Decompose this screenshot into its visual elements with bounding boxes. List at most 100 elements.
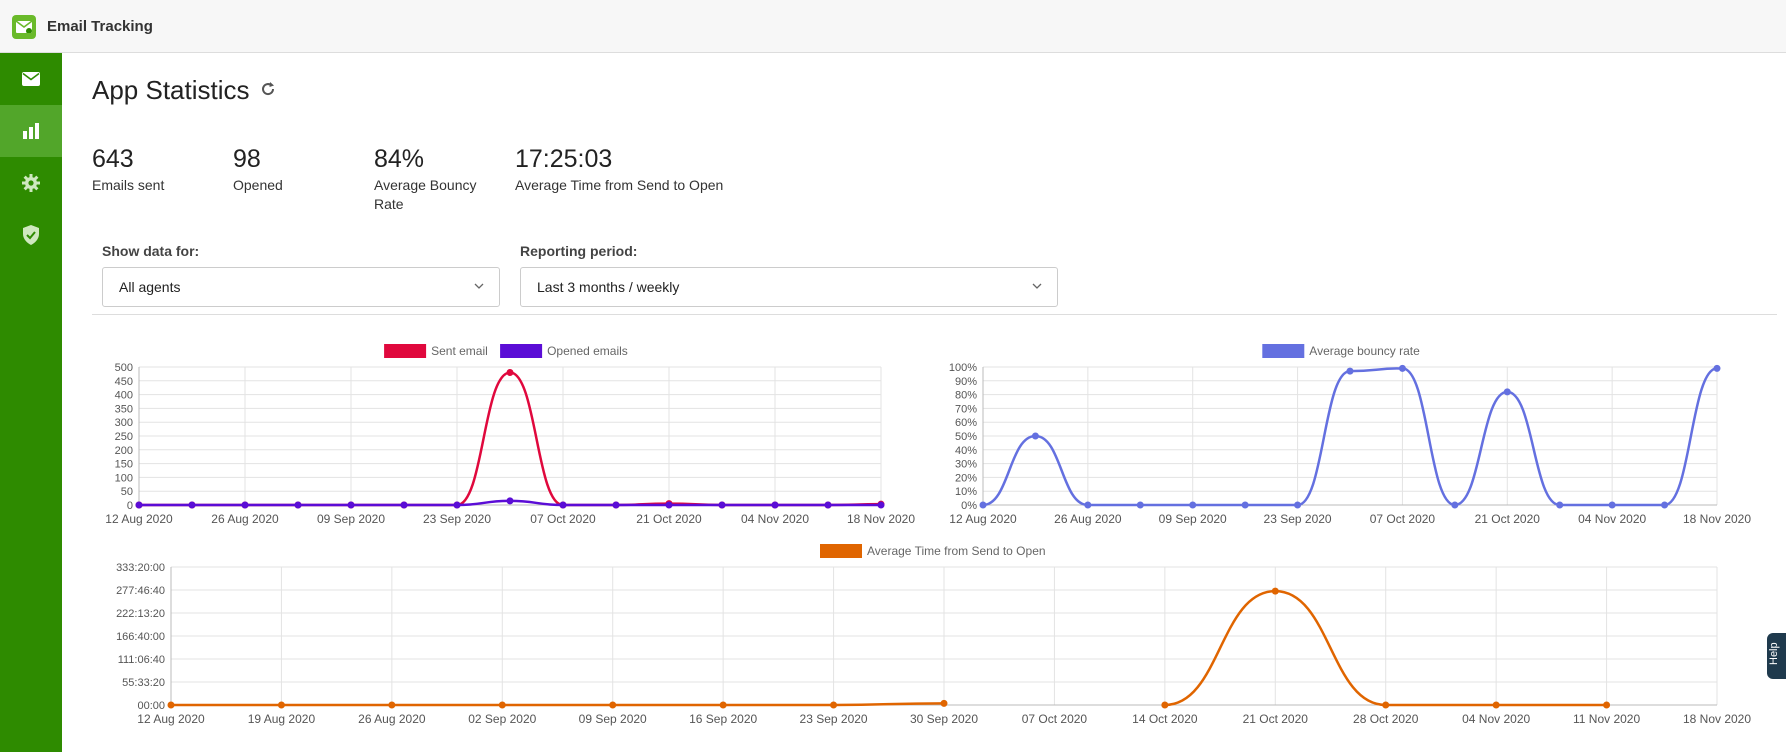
refresh-icon[interactable] — [260, 81, 276, 102]
sidebar-item-security[interactable] — [0, 209, 62, 261]
y-tick-label: 55:33:20 — [122, 677, 165, 689]
data-point — [1503, 388, 1511, 396]
x-tick-label: 30 Sep 2020 — [910, 712, 978, 726]
series-line — [171, 589, 1607, 707]
data-point — [1136, 501, 1144, 509]
help-label: Help — [1768, 642, 1780, 665]
sidebar — [0, 53, 62, 752]
x-tick-label: 18 Nov 2020 — [1683, 512, 1751, 526]
data-point — [1346, 367, 1354, 375]
period-select-value: Last 3 months / weekly — [537, 279, 680, 295]
series-line — [139, 371, 882, 507]
data-point — [1492, 701, 1500, 709]
y-tick-label: 100% — [949, 362, 977, 374]
data-point — [1189, 501, 1197, 509]
sidebar-item-statistics[interactable] — [0, 105, 62, 157]
y-tick-label: 222:13:20 — [116, 608, 165, 620]
data-point — [877, 501, 885, 509]
data-point — [1271, 587, 1279, 595]
y-tick-label: 150 — [115, 459, 133, 471]
y-tick-label: 400 — [115, 390, 133, 402]
data-point — [1661, 501, 1669, 509]
x-tick-label: 21 Oct 2020 — [1243, 712, 1309, 726]
data-point — [294, 501, 302, 509]
period-select[interactable]: Last 3 months / weekly — [520, 267, 1058, 307]
chevron-down-icon — [474, 283, 484, 289]
x-tick-label: 21 Oct 2020 — [636, 512, 702, 526]
sidebar-item-emails[interactable] — [0, 53, 62, 105]
y-tick-label: 0% — [961, 500, 977, 512]
avg-time-chart: 00:00 55:33:20 111:06:40 166:40:00 222:13:20… — [116, 544, 1751, 726]
data-point — [609, 701, 617, 709]
agent-select-value: All agents — [119, 279, 181, 295]
x-tick-label: 16 Sep 2020 — [689, 712, 757, 726]
x-tick-label: 11 Nov 2020 — [1573, 712, 1640, 726]
data-point — [1603, 701, 1611, 709]
chevron-down-icon — [1032, 283, 1042, 289]
y-tick-label: 277:46:40 — [116, 585, 165, 597]
x-tick-label: 12 Aug 2020 — [949, 512, 1017, 526]
stat-opened: 98 Opened — [233, 145, 283, 195]
y-tick-label: 90% — [955, 376, 977, 388]
data-point — [506, 497, 514, 505]
data-point — [1031, 432, 1039, 440]
stat-emails-sent: 643 Emails sent — [92, 145, 164, 195]
data-point — [167, 701, 175, 709]
envelope-icon — [22, 72, 40, 86]
help-tab[interactable]: Help — [1767, 633, 1786, 679]
data-point — [1713, 364, 1721, 372]
stat-bouncy-rate: 84% Average Bouncy Rate — [374, 145, 494, 214]
y-tick-label: 166:40:00 — [116, 631, 165, 643]
legend-label: Sent email — [431, 344, 488, 358]
y-tick-label: 300 — [115, 417, 133, 429]
x-tick-label: 28 Oct 2020 — [1353, 712, 1419, 726]
y-tick-label: 80% — [955, 390, 977, 402]
mail-logo-icon — [12, 15, 36, 39]
y-tick-label: 60% — [955, 417, 977, 429]
data-point — [453, 501, 461, 509]
x-tick-label: 07 Oct 2020 — [530, 512, 596, 526]
y-tick-label: 20% — [955, 472, 977, 484]
x-tick-label: 21 Oct 2020 — [1475, 512, 1541, 526]
y-tick-label: 00:00 — [137, 700, 165, 712]
x-tick-label: 26 Aug 2020 — [1054, 512, 1122, 526]
page-title: App Statistics — [92, 75, 250, 105]
sidebar-item-settings[interactable] — [0, 157, 62, 209]
legend-swatch — [1262, 344, 1305, 358]
data-point — [277, 701, 285, 709]
x-tick-label: 18 Nov 2020 — [1683, 712, 1751, 726]
data-point — [1241, 501, 1249, 509]
agent-filter-label: Show data for: — [102, 243, 200, 259]
divider — [92, 314, 1777, 315]
data-point — [188, 501, 196, 509]
data-point — [718, 501, 726, 509]
stat-value: 17:25:03 — [515, 145, 613, 173]
x-tick-label: 26 Aug 2020 — [358, 712, 426, 726]
agent-select[interactable]: All agents — [102, 267, 500, 307]
stat-label: Opened — [233, 177, 283, 193]
data-point — [1398, 364, 1406, 372]
y-tick-label: 500 — [115, 362, 133, 374]
shield-check-icon — [23, 225, 39, 245]
x-tick-label: 07 Oct 2020 — [1022, 712, 1088, 726]
data-point — [979, 501, 987, 509]
data-point — [771, 501, 779, 509]
data-point — [1451, 501, 1459, 509]
y-tick-label: 30% — [955, 459, 977, 471]
legend-swatch — [384, 344, 427, 358]
y-tick-label: 250 — [115, 431, 133, 443]
top-bar: Email Tracking — [0, 0, 1786, 53]
y-tick-label: 50 — [121, 486, 133, 498]
stat-value: 643 — [92, 145, 134, 173]
stat-value: 84% — [374, 145, 425, 173]
bouncy-rate-chart: 0% 10% 20%30% 40% 50% 60% 70%80% 90% 100% 12 Aug … — [949, 344, 1751, 526]
data-point — [1556, 501, 1564, 509]
x-tick-label: 26 Aug 2020 — [211, 512, 279, 526]
stat-label: Emails sent — [92, 177, 165, 193]
y-tick-label: 350 — [115, 403, 133, 415]
x-tick-label: 23 Sep 2020 — [1264, 512, 1332, 526]
data-point — [1382, 701, 1390, 709]
data-point — [400, 501, 408, 509]
stat-value: 98 — [233, 145, 261, 173]
x-tick-label: 23 Sep 2020 — [800, 712, 868, 726]
